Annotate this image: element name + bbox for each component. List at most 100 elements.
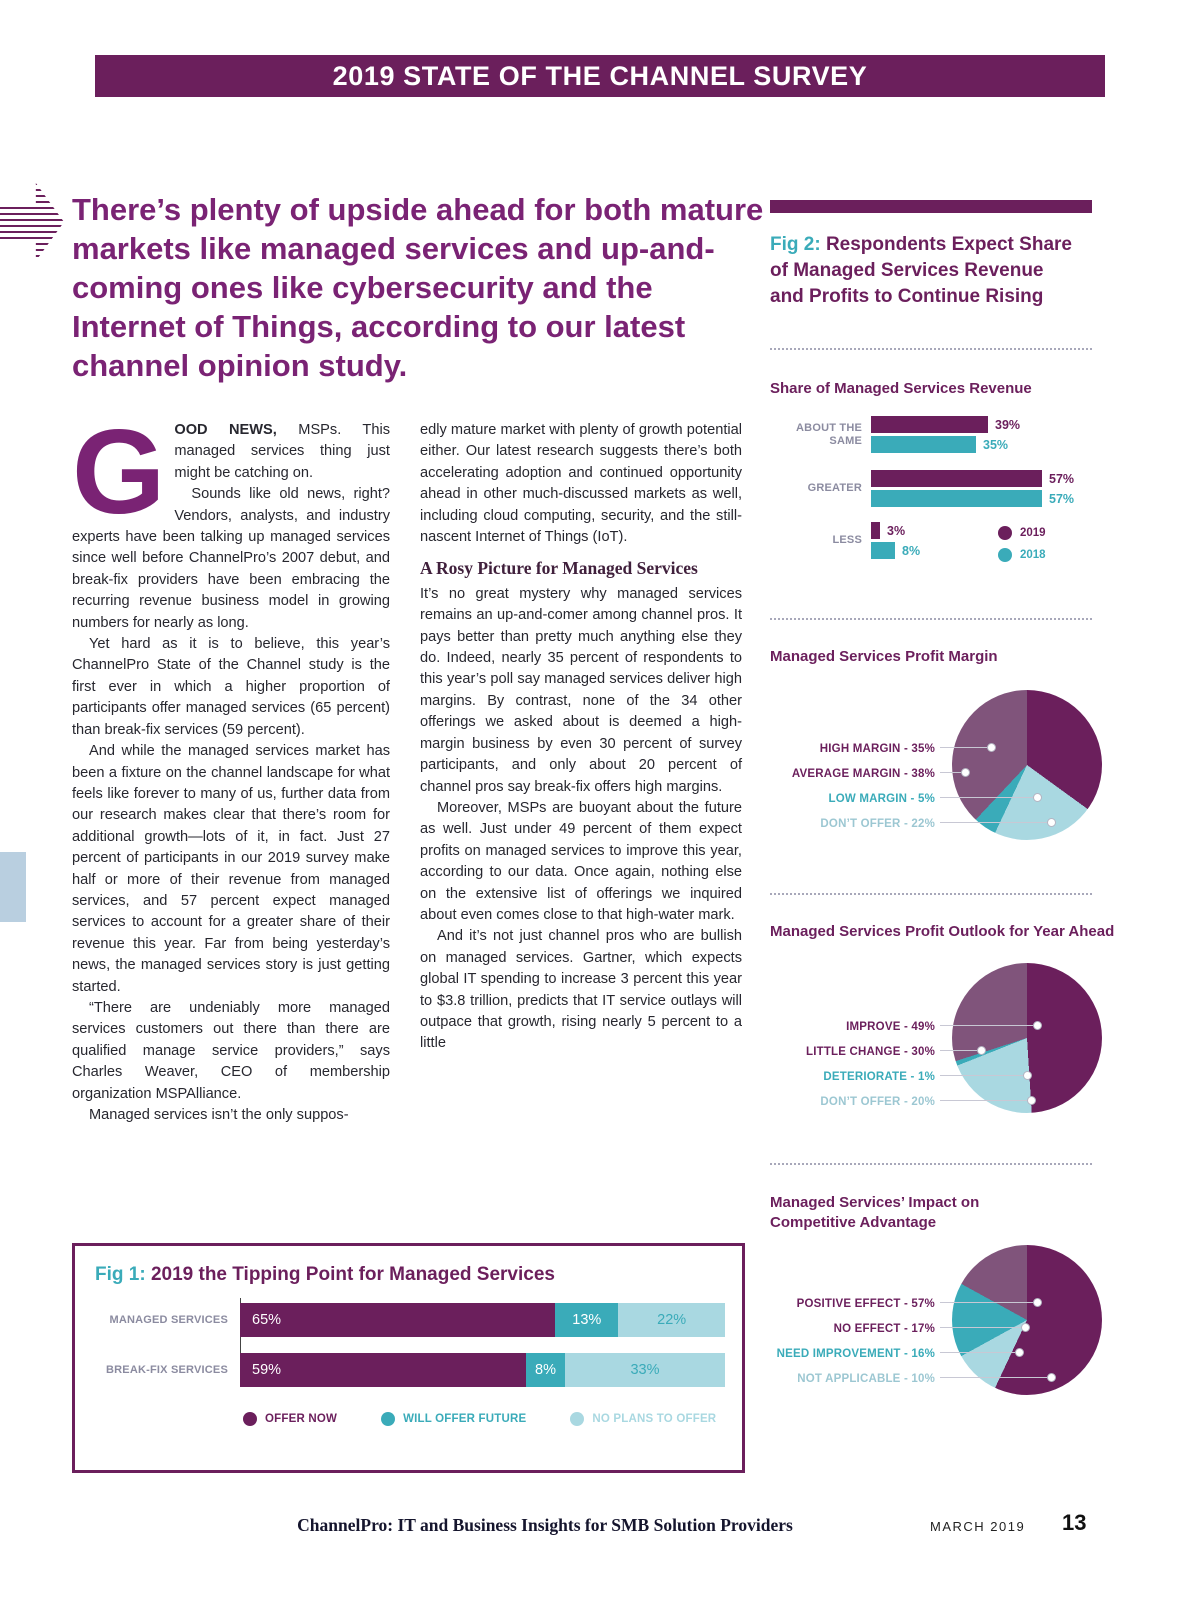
fig1-prefix: Fig 1:: [95, 1264, 151, 1285]
segment-no-plans: 33%: [564, 1353, 725, 1387]
section-subhead: A Rosy Picture for Managed Services: [420, 558, 698, 579]
lead-text: MSPs. This managed services thing just m…: [174, 422, 390, 481]
legend-dot-2018: [998, 548, 1012, 562]
segment-value: 22%: [657, 1312, 687, 1328]
lead-paragraph: G OOD NEWS, MSPs. This managed services t…: [72, 412, 390, 532]
callout-line: [940, 1298, 1042, 1307]
pie-label: AVERAGE MARGIN - 38%: [791, 768, 935, 780]
pie-label-row: DON’T OFFER - 22%: [770, 810, 1056, 835]
paragraph: edly mature market with plenty of growth…: [420, 422, 742, 546]
bar-value: 57%: [1049, 471, 1075, 486]
legend-dot-will-offer: [381, 1412, 396, 1426]
pie-label-row: NEED IMPROVEMENT - 16%: [770, 1340, 1024, 1365]
callout-line: [940, 793, 1042, 802]
bar-2019: [871, 416, 988, 433]
page-number: 13: [1062, 1510, 1087, 1535]
bar-value: 57%: [1049, 491, 1075, 506]
paragraph: Managed services isn’t the only suppos-: [89, 1107, 349, 1123]
arrow-icon: [0, 183, 64, 261]
segment-offer-now: 59%: [240, 1353, 527, 1387]
bar-2018: [871, 436, 976, 453]
row-label: BREAK-FIX SERVICES: [106, 1364, 228, 1376]
callout-line: [940, 1096, 1036, 1105]
bar-value: 39%: [995, 417, 1021, 432]
callout-line: [940, 818, 1056, 827]
sidebar-top-rule: [770, 200, 1092, 213]
bar-2019: [871, 522, 880, 539]
paragraph: It’s no great mystery why managed servic…: [420, 585, 742, 795]
lead-bold: OOD NEWS,: [174, 422, 277, 438]
pie-label-row: LOW MARGIN - 5%: [770, 785, 1042, 810]
segment-value: 33%: [630, 1362, 660, 1378]
legend-label: OFFER NOW: [265, 1413, 338, 1425]
pie-label: LITTLE CHANGE - 30%: [805, 1046, 935, 1058]
bar-value: 3%: [887, 523, 906, 538]
callout-line: [940, 1373, 1056, 1382]
bar-value: 35%: [983, 437, 1009, 452]
legend-label: 2018: [1020, 549, 1046, 561]
pie-label-row: IMPROVE - 49%: [770, 1013, 1042, 1038]
fig1-box: Fig 1: 2019 the Tipping Point for Manage…: [72, 1243, 745, 1473]
paragraph: And it’s not just channel pros who are b…: [420, 928, 742, 1052]
bar-category-label: ABOUT THE SAME: [796, 421, 862, 447]
banner-title: 2019 STATE OF THE CHANNEL SURVEY: [332, 60, 868, 91]
pie-label-row: LITTLE CHANGE - 30%: [770, 1038, 986, 1063]
segment-value: 13%: [572, 1312, 602, 1328]
pie-label: LOW MARGIN - 5%: [828, 793, 935, 805]
callout-line: [940, 1348, 1024, 1357]
pie-title: Managed Services Profit Margin: [770, 648, 998, 665]
paragraph: Moreover, MSPs are buoyant about the fut…: [420, 799, 742, 923]
pie-label: NO EFFECT - 17%: [833, 1323, 935, 1335]
pie-label-row: POSITIVE EFFECT - 57%: [770, 1290, 1042, 1315]
stacked-bar-row: BREAK-FIX SERVICES 59% 8% 33%: [85, 1352, 735, 1388]
fig1-legend: OFFER NOW WILL OFFER FUTURE NO PLANS TO …: [243, 1412, 716, 1426]
dotted-divider: [770, 348, 1092, 350]
bar-chart-title: Share of Managed Services Revenue: [770, 380, 1032, 397]
dotted-divider: [770, 618, 1092, 620]
pie-label-row: NO EFFECT - 17%: [770, 1315, 1030, 1340]
dotted-divider: [770, 1163, 1092, 1165]
paragraph: Yet hard as it is to believe, this year’…: [72, 636, 390, 738]
paragraph: “There are undeniably more managed servi…: [72, 999, 390, 1102]
bar-2018: [871, 542, 895, 559]
callout-line: [940, 768, 970, 777]
profit-margin-pie-chart: [952, 690, 1102, 840]
pie-label-row: DETERIORATE - 1%: [770, 1063, 1032, 1088]
profit-outlook-pie-chart: [952, 963, 1102, 1113]
page-edge-accent: [0, 852, 26, 922]
pie-title: Managed Services’ Impact on Competitive …: [770, 1194, 980, 1231]
bar-legend: 2019 2018: [998, 522, 1046, 566]
competitive-advantage-pie-chart: [952, 1245, 1102, 1395]
paragraph: Sounds like old news, right? Vendors, an…: [72, 486, 390, 631]
legend-label: WILL OFFER FUTURE: [403, 1413, 527, 1425]
callout-line: [940, 743, 996, 752]
stacked-bar-row: MANAGED SERVICES 65% 13% 22%: [85, 1302, 735, 1338]
pie-label-row: NOT APPLICABLE - 10%: [770, 1365, 1056, 1390]
fig2-prefix: Fig 2:: [770, 234, 826, 255]
pie-label-row: DON’T OFFER - 20%: [770, 1088, 1036, 1113]
row-label: MANAGED SERVICES: [109, 1314, 228, 1326]
callout-line: [940, 1071, 1032, 1080]
legend-label: NO PLANS TO OFFER: [592, 1413, 717, 1425]
legend-dot-2019: [998, 526, 1012, 540]
article-column-left: G OOD NEWS, MSPs. This managed services t…: [72, 412, 390, 1126]
pie-label-row: AVERAGE MARGIN - 38%: [770, 760, 970, 785]
segment-will-offer: 13%: [555, 1303, 619, 1337]
bar-2019: [871, 470, 1042, 487]
dropcap: G: [72, 405, 166, 539]
bar-2018: [871, 490, 1042, 507]
page-title: There’s plenty of upside ahead for both …: [72, 192, 764, 383]
bar-row-less: LESS 3% 8%: [770, 522, 1092, 559]
bar-category-label: LESS: [832, 534, 862, 546]
callout-line: [940, 1021, 1042, 1030]
fig1-title: Fig 1: 2019 the Tipping Point for Manage…: [95, 1262, 555, 1288]
pie-label: NOT APPLICABLE - 10%: [797, 1373, 935, 1385]
segment-value: 65%: [252, 1312, 282, 1328]
pie-label: DON’T OFFER - 20%: [820, 1096, 935, 1108]
callout-line: [940, 1323, 1030, 1332]
footer-date: MARCH 2019: [930, 1519, 1026, 1534]
chart-axis: [240, 1298, 241, 1386]
pie-label: DON’T OFFER - 22%: [820, 818, 935, 830]
page-banner: 2019 STATE OF THE CHANNEL SURVEY: [95, 55, 1105, 97]
article-column-right: edly mature market with plenty of growth…: [420, 420, 742, 1055]
